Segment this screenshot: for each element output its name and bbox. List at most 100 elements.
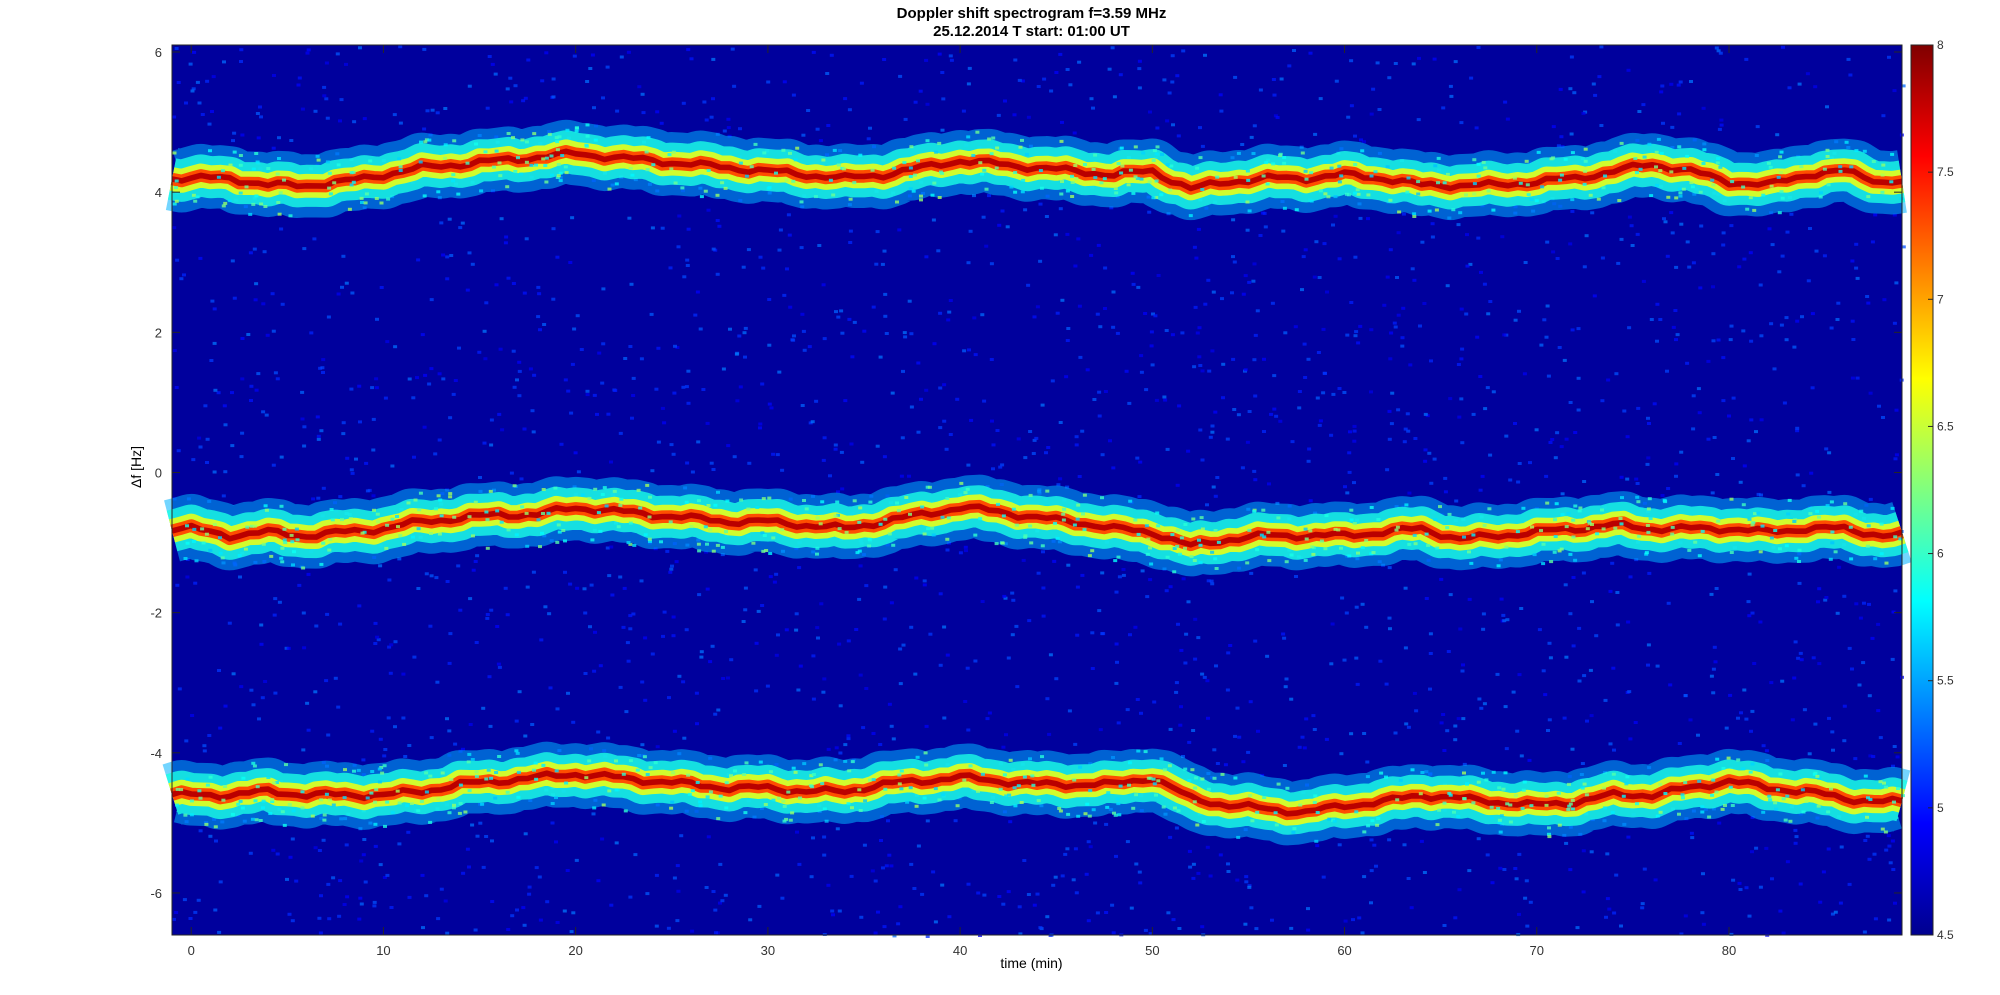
band-speckle: [619, 497, 624, 501]
noise-speckle: [1104, 911, 1109, 914]
band-speckle: [1826, 810, 1831, 814]
noise-speckle: [317, 916, 322, 920]
noise-speckle: [1231, 255, 1235, 259]
band-speckle: [1055, 536, 1060, 540]
noise-speckle: [375, 635, 380, 639]
noise-speckle: [909, 405, 914, 409]
noise-speckle: [488, 724, 493, 728]
noise-speckle: [540, 79, 545, 83]
noise-speckle: [1360, 602, 1365, 606]
band-speckle: [725, 499, 730, 503]
noise-speckle: [1023, 208, 1028, 212]
band-speckle: [1406, 176, 1411, 180]
noise-speckle: [519, 477, 524, 481]
noise-speckle: [1180, 331, 1185, 335]
noise-speckle: [1402, 843, 1407, 847]
band-speckle: [1799, 165, 1804, 169]
noise-speckle: [341, 432, 346, 436]
noise-speckle: [1035, 305, 1040, 309]
noise-speckle: [769, 406, 774, 410]
band-speckle: [1053, 521, 1057, 525]
noise-speckle: [765, 684, 770, 688]
colorbar-tick-label: 6: [1937, 547, 1944, 561]
band-speckle: [962, 778, 967, 782]
noise-speckle: [1318, 419, 1323, 423]
noise-speckle: [1419, 839, 1424, 843]
noise-speckle: [254, 388, 259, 392]
noise-speckle: [523, 734, 528, 738]
noise-speckle: [1711, 339, 1716, 343]
band-speckle: [902, 161, 907, 165]
band-speckle: [385, 523, 390, 527]
noise-speckle: [671, 452, 676, 456]
band-speckle: [602, 486, 607, 490]
noise-speckle: [1427, 451, 1432, 455]
noise-speckle: [416, 587, 421, 590]
band-speckle: [804, 507, 809, 511]
noise-speckle: [1150, 363, 1155, 367]
band-speckle: [1774, 807, 1779, 811]
noise-speckle: [1581, 849, 1586, 853]
noise-speckle: [1179, 648, 1184, 652]
noise-speckle: [1186, 449, 1191, 453]
noise-speckle: [193, 581, 198, 585]
noise-speckle: [429, 736, 434, 740]
noise-speckle: [277, 600, 282, 604]
band-speckle: [1896, 787, 1900, 790]
band-speckle: [483, 150, 488, 154]
noise-speckle: [1641, 103, 1646, 107]
noise-speckle: [1700, 911, 1705, 915]
band-speckle: [555, 540, 560, 544]
noise-speckle: [1691, 261, 1696, 265]
noise-speckle: [1097, 390, 1102, 394]
noise-speckle: [1275, 116, 1280, 119]
band-speckle: [1172, 570, 1177, 574]
band-speckle: [377, 780, 382, 784]
band-speckle: [1093, 176, 1098, 180]
noise-speckle: [1636, 406, 1641, 410]
noise-speckle: [1044, 215, 1049, 218]
noise-speckle: [780, 468, 785, 472]
noise-speckle: [1168, 585, 1173, 589]
noise-speckle: [847, 317, 852, 321]
noise-speckle: [1321, 391, 1326, 395]
signal-band-1: [150, 119, 1924, 221]
band-speckle: [1057, 807, 1062, 810]
noise-speckle: [1213, 494, 1218, 498]
band-speckle: [1304, 537, 1309, 541]
band-speckle: [614, 788, 619, 792]
noise-speckle: [482, 329, 487, 333]
x-tick-label: 30: [761, 943, 775, 958]
band-speckle: [300, 790, 305, 794]
band-speckle: [541, 763, 546, 767]
noise-speckle: [1249, 571, 1254, 575]
noise-speckle: [1129, 906, 1134, 910]
noise-speckle: [437, 372, 442, 376]
band-speckle: [638, 506, 643, 510]
noise-speckle: [821, 458, 826, 462]
noise-speckle: [1333, 214, 1338, 218]
band-speckle: [1117, 813, 1122, 817]
noise-speckle: [221, 494, 226, 498]
band-speckle: [628, 542, 633, 546]
noise-speckle: [1441, 106, 1446, 110]
noise-speckle: [1028, 430, 1033, 433]
noise-speckle: [1737, 881, 1742, 885]
noise-speckle: [398, 45, 403, 49]
band-speckle: [448, 492, 453, 496]
band-speckle: [488, 489, 493, 493]
band-speckle: [1362, 830, 1367, 834]
noise-speckle: [1304, 717, 1309, 721]
band-speckle: [275, 172, 280, 176]
noise-speckle: [1485, 853, 1490, 857]
noise-speckle: [1032, 315, 1037, 319]
band-speckle: [1262, 796, 1267, 799]
noise-speckle: [1442, 924, 1447, 927]
noise-speckle: [174, 47, 179, 50]
noise-speckle: [601, 287, 606, 291]
band-speckle: [1410, 768, 1415, 772]
noise-speckle: [1045, 697, 1050, 701]
noise-speckle: [1870, 636, 1875, 640]
noise-speckle: [1111, 325, 1116, 329]
noise-speckle: [256, 136, 261, 140]
